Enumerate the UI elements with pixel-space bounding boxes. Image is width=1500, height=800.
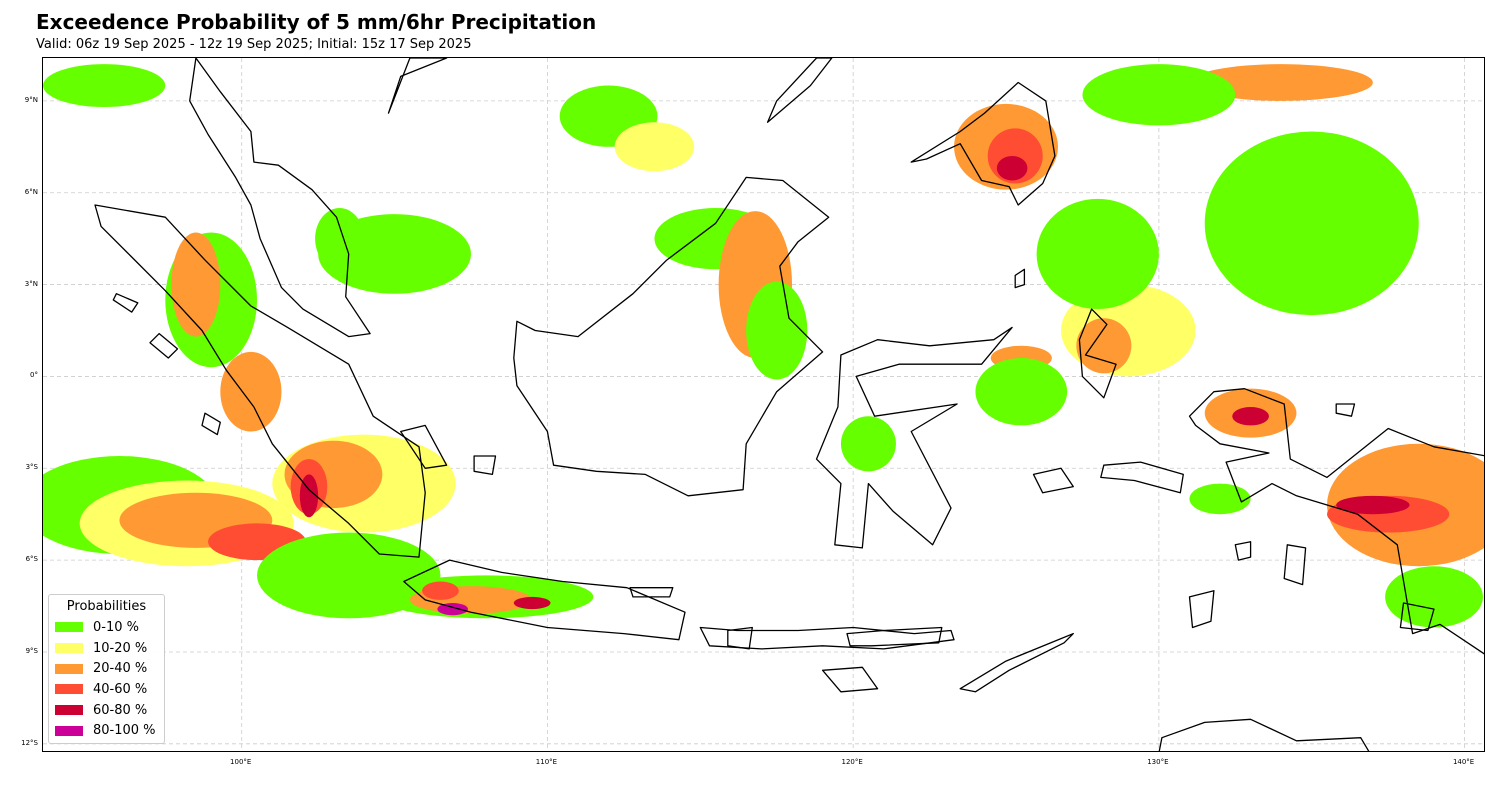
coastline-nias xyxy=(149,332,179,359)
precip-area-37 xyxy=(315,208,365,270)
legend-label: 60-80 % xyxy=(93,702,148,718)
coastline-java xyxy=(403,559,686,641)
legend-swatch xyxy=(55,643,83,654)
coastline-australia-north xyxy=(1158,718,1370,751)
precip-area-43 xyxy=(1189,483,1251,515)
lat-tick-label-3: 0° xyxy=(30,371,38,380)
lon-tick-label-2: 120°E xyxy=(841,758,863,766)
map-title: Exceedence Probability of 5 mm/6hr Preci… xyxy=(36,10,597,34)
legend-item-4: 60-80 % xyxy=(49,700,164,721)
lat-tick-label-1: 6°N xyxy=(24,187,38,196)
precip-area-20 xyxy=(746,281,808,380)
precip-area-41 xyxy=(840,416,896,472)
coastline-aru xyxy=(1283,544,1307,586)
precip-area-38 xyxy=(1189,64,1373,101)
precip-area-11 xyxy=(171,232,221,337)
coastline-bali-nusa-tenggara xyxy=(699,626,955,650)
coastline-madura xyxy=(629,587,674,598)
precipitation-map[interactable] xyxy=(43,58,1485,752)
coastlines xyxy=(94,58,1484,751)
precip-area-9 xyxy=(299,474,319,518)
legend-item-1: 10-20 % xyxy=(49,638,164,659)
precip-area-12 xyxy=(220,351,282,432)
coastline-sumba xyxy=(821,666,879,693)
lat-tick-label-7: 12°S xyxy=(21,738,38,747)
coastline-halmahera xyxy=(1078,308,1117,399)
coastline-sumatra xyxy=(94,204,426,558)
legend-swatch xyxy=(55,622,83,633)
legend-item-2: 20-40 % xyxy=(49,658,164,679)
coastline-new-guinea xyxy=(1188,388,1484,655)
legend-swatch xyxy=(55,725,83,736)
map-subtitle: Valid: 06z 19 Sep 2025 - 12z 19 Sep 2025… xyxy=(36,37,472,52)
coastline-mindanao xyxy=(910,81,1056,206)
precip-area-34 xyxy=(1204,131,1419,316)
coastline-simeulue xyxy=(112,293,139,313)
precip-area-40 xyxy=(43,64,166,107)
precip-area-15 xyxy=(422,581,459,600)
legend-item-0: 0-10 % xyxy=(49,617,164,638)
lon-tick-label-3: 130°E xyxy=(1147,758,1169,766)
coastline-malay-peninsula xyxy=(189,58,371,338)
coastline-palawan xyxy=(766,58,833,123)
coastline-biak xyxy=(1335,403,1356,417)
precip-area-25 xyxy=(996,155,1028,181)
legend-label: 0-10 % xyxy=(93,619,139,635)
coastline-buru xyxy=(1032,467,1074,494)
legend-label: 40-60 % xyxy=(93,681,148,697)
precip-area-35 xyxy=(1036,198,1159,310)
legend-title: Probabilities xyxy=(66,599,147,614)
precip-area-42 xyxy=(975,358,1068,426)
coastline-tanimbar xyxy=(1188,590,1215,629)
precipitation-field xyxy=(43,64,1484,628)
legend-item-5: 80-100 % xyxy=(49,720,164,741)
coastline-bangka xyxy=(400,424,448,469)
lat-tick-label-0: 9°N xyxy=(24,95,38,104)
precip-area-17 xyxy=(513,596,551,610)
lat-tick-label-5: 6°S xyxy=(25,555,38,564)
coastline-lombok xyxy=(727,626,753,650)
lon-tick-label-0: 100°E xyxy=(230,758,252,766)
lat-tick-label-4: 3°S xyxy=(25,463,38,472)
precip-area-16 xyxy=(437,602,468,616)
coastline-siberut xyxy=(201,412,221,436)
coastline-seram xyxy=(1100,461,1184,494)
legend-label: 10-20 % xyxy=(93,640,148,656)
legend-swatch xyxy=(55,663,83,674)
coastline-vietnam-south xyxy=(387,58,448,114)
coastline-timor xyxy=(959,632,1074,693)
lat-tick-label-2: 3°N xyxy=(24,279,38,288)
coastline-sulawesi xyxy=(815,326,1013,549)
legend-swatch xyxy=(55,684,83,695)
precip-area-39 xyxy=(1082,64,1236,126)
coastline-kai xyxy=(1234,541,1252,561)
legend-items: 0-10 % 10-20 % 20-40 % 40-60 % 60-80 % 80-100… xyxy=(49,617,164,741)
legend-swatch xyxy=(55,705,83,716)
precip-area-44 xyxy=(1385,566,1483,628)
coastline-sangihe xyxy=(1014,268,1026,289)
lon-tick-label-4: 140°E xyxy=(1452,758,1475,766)
lon-tick-label-1: 110°E xyxy=(535,758,558,766)
legend-item-3: 40-60 % xyxy=(49,679,164,700)
precip-area-30 xyxy=(1336,495,1410,515)
legend-label: 20-40 % xyxy=(93,661,148,677)
coastline-flores xyxy=(846,626,943,647)
legend: Probabilities 0-10 % 10-20 % 20-40 % 40-60 … xyxy=(48,594,165,744)
coastline-borneo xyxy=(513,176,830,497)
precip-area-27 xyxy=(1232,407,1269,426)
coastline-belitung xyxy=(473,455,497,476)
coastline-yos-sudarso xyxy=(1399,602,1435,632)
map-frame[interactable] xyxy=(42,57,1485,752)
lat-tick-label-6: 9°S xyxy=(25,646,38,655)
precip-area-32 xyxy=(1076,318,1132,374)
precip-area-22 xyxy=(614,122,695,172)
legend-label: 80-100 % xyxy=(93,723,156,739)
